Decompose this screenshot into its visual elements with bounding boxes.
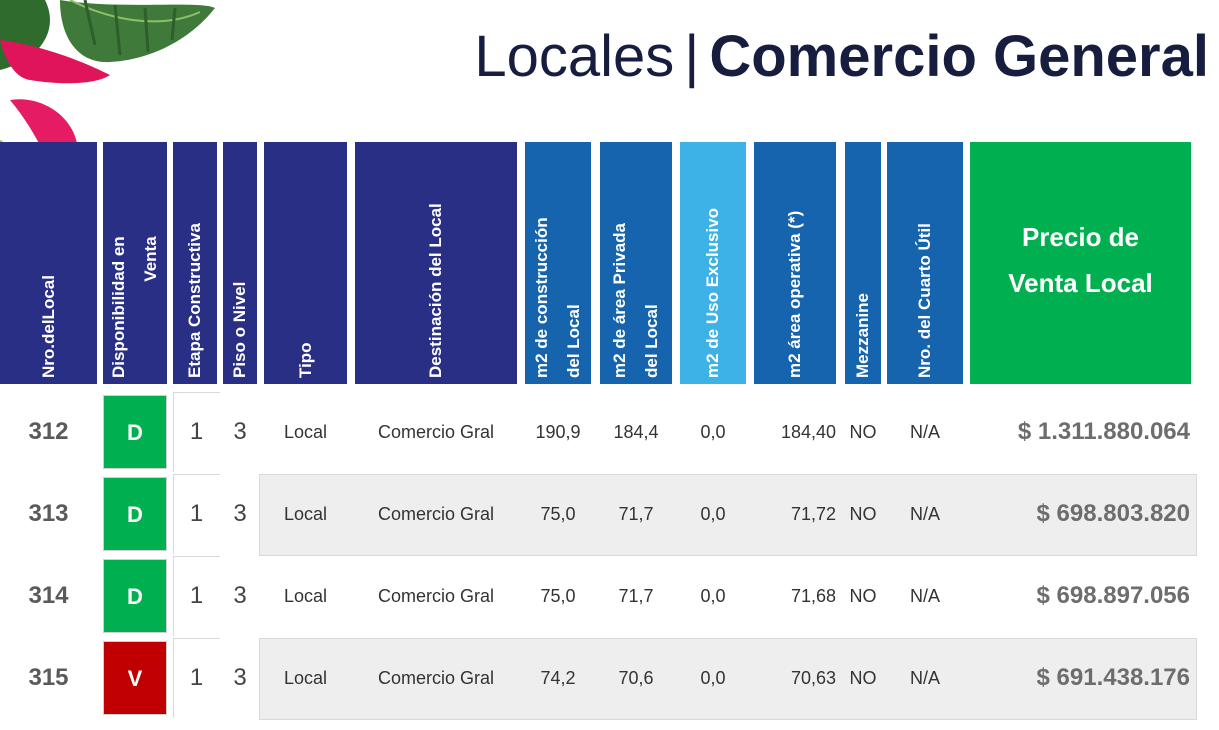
status-badge: V [103, 641, 167, 715]
cell-m2-construccion: 75,0 [540, 586, 576, 606]
cell-m2-privada: 71,7 [618, 586, 654, 606]
cell-m2-operativa: 70,63 [790, 668, 836, 688]
cell-precio: $ 1.311.880.064 [1017, 418, 1190, 445]
cell-destinacion: Comercio Gral [377, 504, 495, 524]
header-m2-privada: m2 de área Privada del Local [600, 142, 672, 384]
cell-precio: $ 691.438.176 [1036, 664, 1190, 691]
cell-tipo: Local [283, 504, 328, 524]
row-background [259, 474, 1197, 556]
cell-m2-construccion: 75,0 [540, 504, 576, 524]
cell-m2-construccion: 74,2 [540, 668, 576, 688]
header-piso: Piso o Nivel [223, 142, 257, 384]
cell-m2-uso-exclusivo: 0,0 [700, 668, 726, 688]
header-disponibilidad: Disponibilidad en Venta [103, 142, 167, 384]
cell-piso: 3 [233, 664, 247, 691]
cell-etapa: 1 [189, 664, 204, 691]
cell-mezzanine: NO [849, 586, 877, 606]
cell-piso: 3 [233, 582, 247, 609]
cell-m2-privada: 71,7 [618, 504, 654, 524]
cell-tipo: Local [283, 668, 328, 688]
cell-cuarto-util: N/A [909, 422, 940, 442]
cell-nro-local: 313 [28, 500, 69, 527]
etapa-cell-border [173, 638, 220, 718]
header-etapa: Etapa Constructiva [173, 142, 217, 384]
header-m2-uso-exclusivo: m2 de Uso Exclusivo [680, 142, 746, 384]
cell-m2-uso-exclusivo: 0,0 [700, 422, 726, 442]
cell-mezzanine: NO [849, 504, 877, 524]
cell-m2-operativa: 71,72 [790, 504, 836, 524]
header-precio: Precio de Venta Local [970, 142, 1191, 384]
cell-m2-uso-exclusivo: 0,0 [700, 504, 726, 524]
cell-piso: 3 [233, 418, 247, 445]
cell-tipo: Local [283, 422, 328, 442]
cell-m2-uso-exclusivo: 0,0 [700, 586, 726, 606]
cell-nro-local: 315 [28, 664, 69, 691]
cell-m2-operativa: 184,40 [780, 422, 836, 442]
page-title: Locales | Comercio General [474, 24, 1209, 89]
status-badge: D [103, 559, 167, 633]
etapa-cell-border [173, 474, 220, 554]
header-mezzanine: Mezzanine [845, 142, 881, 384]
cell-cuarto-util: N/A [909, 504, 940, 524]
cell-m2-operativa: 71,68 [790, 586, 836, 606]
cell-precio: $ 698.897.056 [1036, 582, 1190, 609]
cell-nro-local: 312 [28, 418, 69, 445]
cell-piso: 3 [233, 500, 247, 527]
cell-destinacion: Comercio Gral [377, 422, 495, 442]
cell-cuarto-util: N/A [909, 668, 940, 688]
cell-etapa: 1 [189, 418, 204, 445]
etapa-cell-border [173, 556, 220, 636]
cell-destinacion: Comercio Gral [377, 586, 495, 606]
cell-precio: $ 698.803.820 [1036, 500, 1190, 527]
status-badge: D [103, 395, 167, 469]
cell-etapa: 1 [189, 582, 204, 609]
cell-m2-privada: 184,4 [613, 422, 659, 442]
etapa-cell-border [173, 392, 220, 472]
cell-destinacion: Comercio Gral [377, 668, 495, 688]
row-background [259, 638, 1197, 720]
cell-m2-construccion: 190,9 [535, 422, 581, 442]
header-m2-operativa: m2 área operativa (*) [754, 142, 836, 384]
cell-m2-privada: 70,6 [618, 668, 654, 688]
header-destinacion: Destinación del Local [355, 142, 517, 384]
header-tipo: Tipo [264, 142, 347, 384]
cell-tipo: Local [283, 586, 328, 606]
header-nro-local: Nro.delLocal [0, 142, 97, 384]
cell-nro-local: 314 [28, 582, 69, 609]
header-cuarto-util: Nro. del Cuarto Útil [887, 142, 963, 384]
cell-mezzanine: NO [849, 422, 877, 442]
status-badge: D [103, 477, 167, 551]
cell-etapa: 1 [189, 500, 204, 527]
header-m2-construccion: m2 de construcción del Local [525, 142, 591, 384]
cell-mezzanine: NO [849, 668, 877, 688]
cell-cuarto-util: N/A [909, 586, 940, 606]
